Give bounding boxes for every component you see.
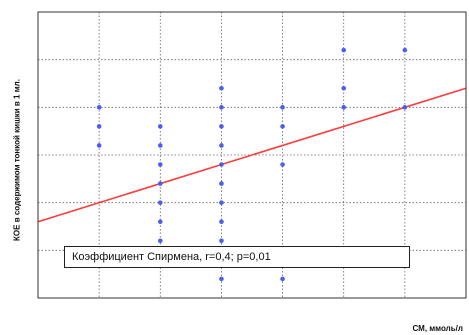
data-point-26 [280, 276, 285, 282]
data-point-17 [219, 181, 224, 186]
data-point-19 [219, 219, 224, 225]
data-point-30 [402, 47, 408, 53]
data-point-5 [157, 143, 163, 148]
data-point-15 [219, 143, 224, 148]
data-point-2 [96, 124, 102, 129]
spearman-annotation: Коэффициент Спирмена, r=0,4; p=0,01 [64, 246, 410, 268]
data-point-12 [219, 85, 224, 91]
data-point-14 [219, 124, 224, 129]
data-point-24 [280, 124, 285, 129]
data-point-8 [157, 200, 163, 205]
plot-frame [37, 11, 467, 299]
data-point-4 [157, 124, 163, 129]
data-point-9 [157, 219, 163, 225]
data-point-13 [219, 105, 224, 110]
y-axis-label: КОЕ в содержимом тонкой кишки в 1 мл. [12, 79, 22, 241]
data-point-6 [157, 162, 163, 167]
data-point-20 [219, 238, 224, 244]
data-point-22 [219, 276, 224, 282]
data-point-25 [280, 162, 285, 167]
data-point-27 [341, 47, 347, 53]
regression-line [37, 87, 467, 223]
data-point-28 [341, 85, 347, 91]
data-point-18 [219, 200, 224, 205]
data-point-31 [402, 105, 408, 110]
data-point-10 [157, 238, 163, 244]
data-point-16 [219, 162, 224, 167]
data-point-29 [341, 105, 347, 110]
data-point-1 [96, 105, 102, 110]
data-point-7 [157, 181, 163, 186]
x-axis-label: СМ, ммоль/л [412, 324, 463, 333]
data-point-3 [96, 143, 102, 148]
data-point-23 [280, 105, 285, 110]
